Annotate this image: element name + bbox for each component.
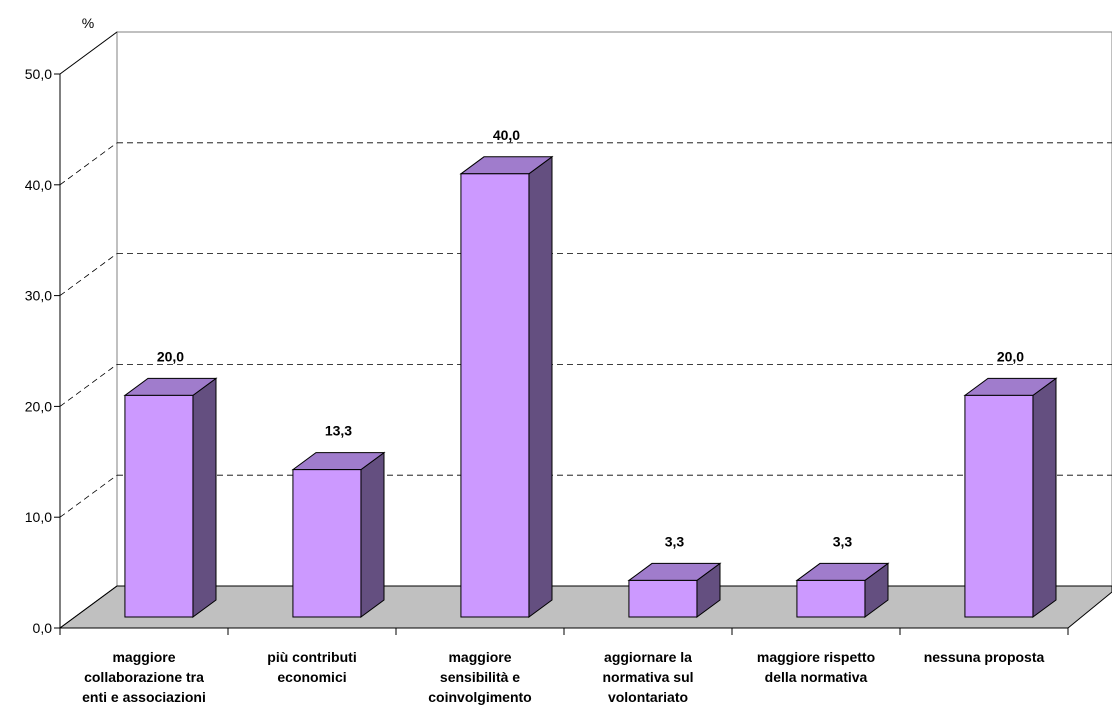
y-tick-label: 10,0 (25, 509, 52, 525)
grid-line (59, 474, 118, 518)
x-tick-label-line: aggiornare la (604, 649, 692, 665)
side-wall (59, 31, 118, 629)
value-label: 20,0 (157, 348, 184, 364)
x-tick-label-line: maggiore rispetto (757, 649, 875, 665)
x-tick-label-line: enti e associazioni (82, 689, 206, 705)
bar (964, 394, 1034, 618)
x-tick-label-line: della normativa (765, 669, 868, 685)
grid-line (59, 253, 118, 296)
bar-side (528, 155, 553, 618)
bar (460, 173, 530, 618)
x-tick-label-line: sensibilità e (440, 669, 520, 685)
x-tick-label: nessuna proposta (924, 649, 1045, 665)
x-tick-label-line: nessuna proposta (924, 649, 1045, 665)
back-wall (116, 31, 1112, 587)
grid-line (59, 31, 118, 75)
x-tick-label-line: collaborazione tra (84, 669, 204, 685)
value-label: 13,3 (325, 423, 352, 439)
bar-side (1032, 377, 1057, 618)
y-tick-label: 40,0 (25, 177, 52, 193)
x-tick-label-line: maggiore (448, 649, 511, 665)
x-tick-label: maggiore rispetto della normativa (757, 649, 875, 685)
grid-line (59, 585, 118, 629)
x-tick-label-line: normativa sul (602, 669, 693, 685)
x-tick-label-line: più contributi (267, 649, 356, 665)
grid-line (59, 364, 118, 407)
bar (628, 579, 698, 618)
bar-side (192, 377, 217, 618)
floor (58, 585, 1112, 629)
y-tick-label: 30,0 (25, 288, 52, 304)
bar-side (360, 451, 385, 618)
value-label: 3,3 (665, 533, 685, 549)
grid-line (59, 142, 118, 186)
y-tick-label: 0,0 (33, 620, 53, 636)
bar (124, 394, 194, 618)
y-tick-label: 50,0 (25, 66, 52, 82)
y-tick-label: 20,0 (25, 398, 52, 414)
bar (292, 469, 362, 618)
value-label: 40,0 (493, 127, 520, 143)
x-tick-label: maggiore collaborazione tra enti e associa… (82, 649, 206, 705)
value-label: 20,0 (997, 348, 1024, 364)
bar (796, 579, 866, 618)
x-tick-label-line: economici (277, 669, 346, 685)
x-tick-label-line: coinvolgimento (428, 689, 531, 705)
x-tick-label-line: maggiore (112, 649, 175, 665)
x-tick-label: aggiornare la normativa sul volontariato (602, 649, 693, 705)
x-tick-label: maggiore sensibilità e coinvolgimento (428, 649, 531, 705)
y-axis-label: % (82, 15, 94, 31)
x-tick-label-line: volontariato (608, 689, 688, 705)
x-tick-label: più contributi economici (267, 649, 356, 685)
value-label: 3,3 (833, 533, 853, 549)
